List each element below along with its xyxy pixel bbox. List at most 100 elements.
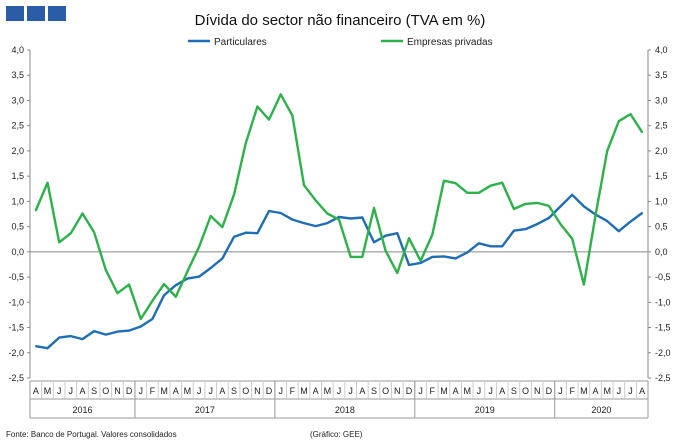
data-point-empresas-privadas	[279, 93, 282, 96]
x-month-label: J	[418, 386, 423, 396]
data-point-empresas-privadas	[81, 212, 84, 215]
data-point-empresas-privadas	[466, 191, 469, 194]
x-month-label: A	[639, 386, 645, 396]
x-month-label: A	[593, 386, 599, 396]
x-year-label: 2020	[591, 405, 611, 415]
data-point-empresas-privadas	[478, 191, 480, 194]
data-point-particulares	[233, 235, 235, 238]
data-point-empresas-privadas	[606, 150, 609, 152]
data-point-empresas-privadas	[501, 181, 504, 184]
y-tick-label-right: 2,0	[655, 146, 668, 156]
x-month-label: M	[440, 386, 448, 396]
y-tick-label-left: 2,0	[11, 146, 24, 156]
data-point-particulares	[186, 277, 189, 280]
x-year-label: 2019	[475, 405, 495, 415]
y-tick-label-left: -2,0	[8, 348, 24, 358]
y-tick-label-right: 3,5	[655, 70, 668, 80]
x-month-label: F	[569, 386, 575, 396]
logo-block	[27, 6, 45, 21]
data-point-particulares	[209, 267, 212, 269]
x-month-label: J	[208, 386, 213, 396]
x-month-label: S	[371, 386, 377, 396]
x-month-label: O	[242, 386, 249, 396]
x-month-label: S	[91, 386, 97, 396]
data-point-empresas-privadas	[93, 231, 96, 234]
data-point-particulares	[559, 205, 562, 208]
data-point-empresas-privadas	[221, 226, 224, 229]
data-point-empresas-privadas	[104, 269, 107, 271]
data-point-empresas-privadas	[69, 232, 72, 235]
x-month-label: N	[254, 386, 261, 396]
x-month-label: M	[580, 386, 588, 396]
data-point-particulares	[198, 275, 200, 278]
data-point-empresas-privadas	[303, 184, 305, 187]
x-month-label: J	[69, 386, 74, 396]
x-month-label: O	[102, 386, 109, 396]
x-month-label: A	[79, 386, 85, 396]
data-point-empresas-privadas	[209, 215, 212, 217]
x-month-label: D	[126, 386, 133, 396]
data-point-empresas-privadas	[291, 114, 294, 117]
y-tick-label-right: -2,0	[655, 348, 671, 358]
y-tick-label-right: 0,0	[655, 247, 668, 257]
x-month-label: A	[173, 386, 179, 396]
data-point-particulares	[326, 222, 329, 224]
x-month-label: J	[628, 386, 633, 396]
data-point-empresas-privadas	[536, 201, 539, 204]
data-point-empresas-privadas	[489, 184, 492, 187]
data-point-particulares	[291, 218, 294, 221]
series-line-empresas-privadas	[34, 93, 644, 321]
data-point-particulares	[431, 255, 434, 258]
data-point-empresas-privadas	[361, 255, 364, 258]
data-point-particulares	[268, 210, 270, 212]
data-point-particulares	[244, 231, 247, 234]
x-month-label: S	[511, 386, 517, 396]
data-point-particulares	[338, 216, 340, 218]
y-tick-label-left: -2,5	[8, 373, 24, 383]
x-month-label: D	[266, 386, 273, 396]
x-month-label: A	[359, 386, 365, 396]
data-point-particulares	[454, 257, 457, 260]
data-point-empresas-privadas	[571, 237, 574, 240]
data-point-particulares	[641, 212, 644, 214]
data-point-particulares	[163, 294, 165, 297]
data-point-particulares	[279, 212, 282, 214]
data-point-empresas-privadas	[326, 212, 329, 215]
data-point-empresas-privadas	[419, 260, 422, 262]
chart-credit: (Gráfico: GEE)	[310, 430, 363, 439]
data-point-particulares	[58, 336, 61, 339]
y-tick-label-right: -2,5	[655, 373, 671, 383]
data-point-particulares	[314, 225, 317, 228]
x-month-label: A	[313, 386, 319, 396]
x-month-label: J	[337, 386, 342, 396]
data-point-particulares	[606, 220, 609, 222]
y-tick-label-right: 1,0	[655, 196, 668, 206]
x-month-label: A	[453, 386, 459, 396]
legend-label-particulares: Particulares	[214, 37, 267, 48]
x-month-label: M	[464, 386, 472, 396]
x-month-label: M	[300, 386, 308, 396]
data-point-particulares	[139, 325, 142, 328]
x-month-label: N	[114, 386, 121, 396]
y-tick-label-left: -1,0	[8, 297, 24, 307]
y-axis-ticks: 4,0 4,0 3,5 3,5 3,0 3,0 2,5 2,5 2,0 2,0 1,5 1,5 1,0 1…	[8, 45, 670, 383]
x-month-label: J	[197, 386, 202, 396]
x-month-label: D	[546, 386, 553, 396]
data-point-empresas-privadas	[641, 131, 644, 134]
y-tick-label-left: 3,5	[11, 70, 24, 80]
x-year-label: 2017	[195, 405, 215, 415]
data-point-particulares	[489, 245, 492, 248]
y-tick-label-left: 1,0	[11, 196, 24, 206]
data-point-empresas-privadas	[384, 249, 387, 252]
data-point-empresas-privadas	[186, 270, 189, 273]
data-point-particulares	[408, 264, 410, 266]
data-point-empresas-privadas	[454, 182, 457, 185]
x-month-label: A	[33, 386, 39, 396]
data-point-particulares	[536, 223, 539, 225]
x-month-label: M	[603, 386, 611, 396]
y-tick-label-right: -1,0	[655, 297, 671, 307]
y-tick-label-left: 4,0	[11, 45, 24, 55]
x-month-label: S	[231, 386, 237, 396]
data-point-particulares	[582, 205, 585, 208]
